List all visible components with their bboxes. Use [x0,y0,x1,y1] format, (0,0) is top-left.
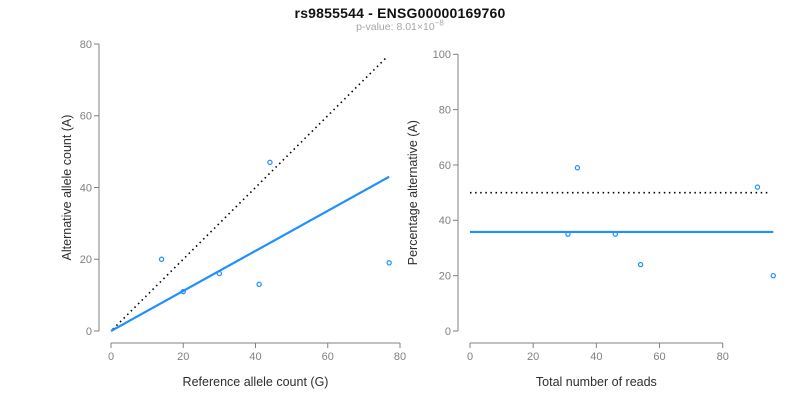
y-tick-label: 100 [433,49,451,61]
data-point [180,288,186,295]
y-tick-label: 0 [86,326,92,338]
x-tick-label: 20 [527,351,539,363]
plot-panel-1: 0 20 40 60 80 Reference allele count (G) 0 20 40… [60,39,406,389]
data-point [574,165,581,171]
fit-line [110,175,390,332]
y-axis-title: Alternative allele count (A) [60,115,74,261]
x-tick-label: 60 [322,351,334,363]
y-tick-label: 80 [439,104,451,116]
data-point [637,261,644,268]
x-axis-title: Reference allele count (G) [183,375,329,389]
y-tick-label: 60 [439,160,451,172]
x-tick-label: 40 [249,351,261,363]
data-point [267,159,273,166]
x-tick-label: 0 [467,351,473,363]
y-tick-label: 20 [439,270,451,282]
y-tick-label: 60 [80,111,92,123]
data-point [158,256,165,262]
x-axis-title: Total number of reads [536,375,657,389]
x-tick-label: 40 [590,351,602,363]
x-tick-label: 80 [394,351,406,363]
data-point [216,270,223,277]
y-tick-label: 0 [445,326,451,338]
plot-panel-2: 0 20 40 60 80 Total number of reads 0 20 40 60 80 1… [406,49,776,389]
y-tick-label: 40 [439,215,451,227]
pvalue-exponent: −8 [434,18,444,28]
data-point [612,231,619,237]
x-tick-label: 20 [177,351,189,363]
figure-subtitle: p-value: 8.01×10−8 [0,18,800,33]
y-tick-label: 20 [80,254,92,266]
data-point [754,184,761,190]
figure-title: rs9855544 - ENSG00000169760 [294,5,506,21]
y-axis-title: Percentage alternative (A) [406,120,420,265]
y-tick-label: 40 [80,182,92,194]
pvalue-text: p-value: 8.01×10 [356,21,435,33]
y-tick-label: 80 [80,39,92,51]
x-tick-label: 0 [108,351,114,363]
data-point [256,281,262,288]
x-tick-label: 60 [653,351,665,363]
x-tick-label: 80 [717,351,729,363]
data-point [386,260,392,266]
identity-line [112,55,388,330]
data-point [565,231,571,237]
data-point [770,272,776,279]
